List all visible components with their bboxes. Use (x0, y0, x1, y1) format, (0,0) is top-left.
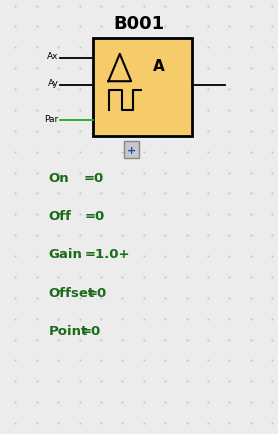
Text: Point: Point (49, 324, 88, 337)
Text: Par: Par (44, 115, 58, 123)
Text: Ax: Ax (47, 52, 58, 61)
Text: Ay: Ay (48, 79, 58, 88)
Text: =0: =0 (87, 286, 107, 299)
Text: Offset: Offset (49, 286, 95, 299)
Text: Gain: Gain (49, 248, 83, 261)
Text: =0: =0 (81, 324, 101, 337)
Text: =0: =0 (85, 210, 105, 223)
Text: Off: Off (49, 210, 72, 223)
Text: =0: =0 (84, 171, 104, 184)
FancyBboxPatch shape (124, 142, 139, 158)
Text: A: A (153, 59, 165, 74)
Text: B001: B001 (113, 15, 165, 33)
FancyBboxPatch shape (93, 39, 192, 137)
Text: =1.0+: =1.0+ (84, 248, 130, 261)
Text: +: + (127, 145, 136, 155)
Text: On: On (49, 171, 69, 184)
